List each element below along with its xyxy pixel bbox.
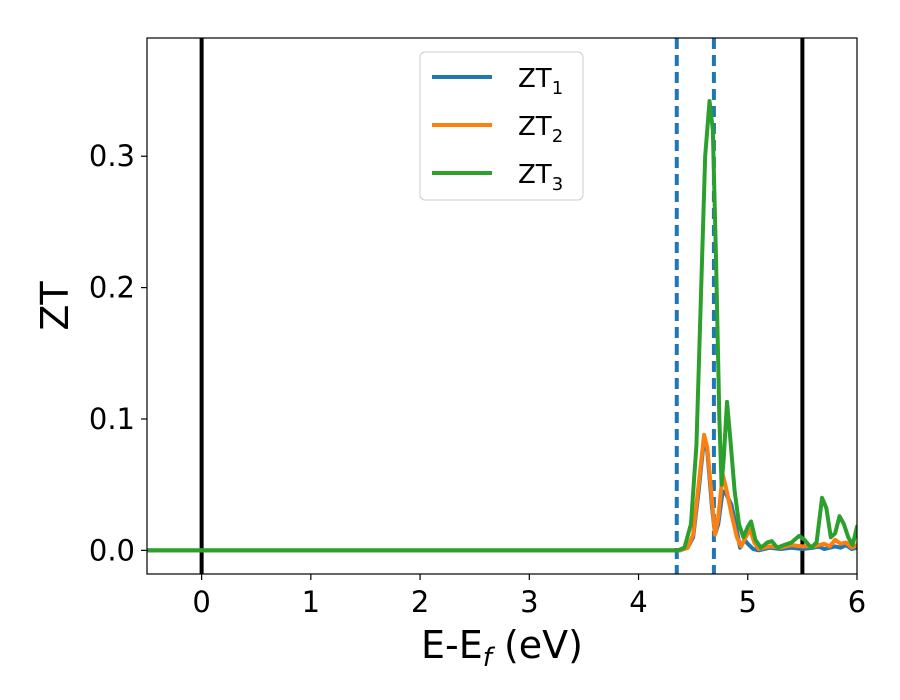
- x-axis-label: E-Ef (eV): [421, 623, 583, 673]
- x-tick-label: 4: [629, 585, 647, 619]
- x-tick-label: 6: [848, 585, 866, 619]
- legend-box: [419, 51, 584, 201]
- x-tick-label: 2: [411, 585, 429, 619]
- legend-label-1: ZT1: [518, 64, 563, 99]
- x-tick-label: 5: [739, 585, 757, 619]
- y-axis-label: ZT: [33, 281, 77, 331]
- plot-area-frame: [146, 37, 858, 575]
- legend-label-2: ZT2: [518, 112, 563, 147]
- y-tick-label: 0.2: [89, 271, 135, 305]
- y-tick-label: 0.0: [89, 533, 135, 567]
- series-line-2: [147, 432, 857, 553]
- x-tick-label: 3: [520, 585, 538, 619]
- x-tick-label: 0: [192, 585, 210, 619]
- y-tick-label: 0.3: [89, 139, 135, 173]
- x-axis-ticks: 0 1 2 3 4 5 6: [192, 574, 866, 619]
- legend-label-3: ZT3: [518, 160, 563, 195]
- y-tick-label: 0.1: [89, 402, 135, 436]
- series-line-3: [147, 99, 857, 553]
- series-lines: [147, 99, 857, 553]
- x-tick-label: 1: [302, 585, 320, 619]
- legend: ZT1 ZT2 ZT3: [419, 51, 584, 201]
- y-axis-ticks: 0.0 0.1 0.2 0.3: [89, 139, 147, 567]
